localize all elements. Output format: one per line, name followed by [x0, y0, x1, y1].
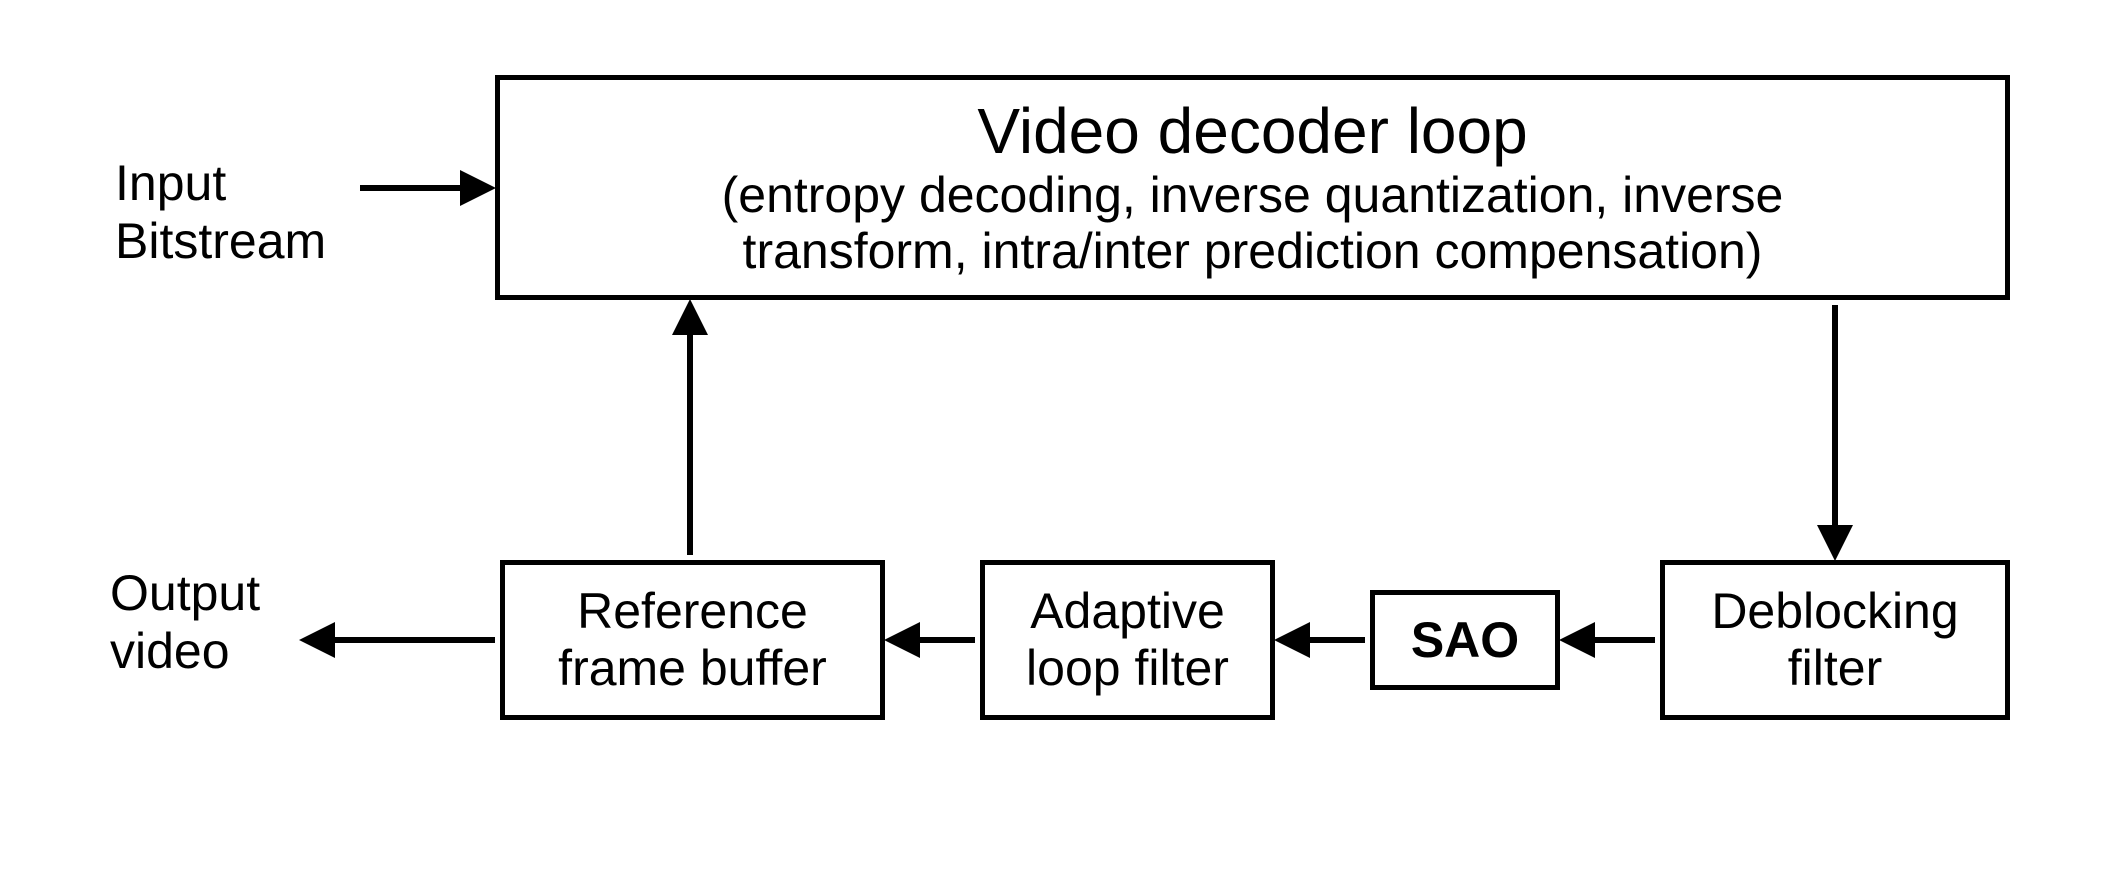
sao-line1: SAO [1411, 611, 1519, 669]
alf-line1: Adaptive [1030, 583, 1225, 641]
decoder-title: Video decoder loop [977, 96, 1527, 166]
deblocking-line2: filter [1788, 640, 1882, 698]
refbuf-box: Reference frame buffer [500, 560, 885, 720]
deblocking-box: Deblocking filter [1660, 560, 2010, 720]
output-label-line1: Output [110, 565, 260, 623]
decoder-sub2: transform, intra/inter prediction compen… [743, 223, 1763, 279]
input-label: Input Bitstream [115, 155, 326, 270]
deblocking-line1: Deblocking [1711, 583, 1958, 641]
decoder-box: Video decoder loop (entropy decoding, in… [495, 75, 2010, 300]
refbuf-line1: Reference [577, 583, 808, 641]
sao-box: SAO [1370, 590, 1560, 690]
output-label-line2: video [110, 623, 260, 681]
alf-box: Adaptive loop filter [980, 560, 1275, 720]
input-label-line1: Input [115, 155, 326, 213]
input-label-line2: Bitstream [115, 213, 326, 271]
output-label: Output video [110, 565, 260, 680]
alf-line2: loop filter [1026, 640, 1229, 698]
refbuf-line2: frame buffer [558, 640, 827, 698]
diagram-canvas: Input Bitstream Video decoder loop (entr… [0, 0, 2121, 885]
decoder-sub1: (entropy decoding, inverse quantization,… [722, 167, 1784, 223]
